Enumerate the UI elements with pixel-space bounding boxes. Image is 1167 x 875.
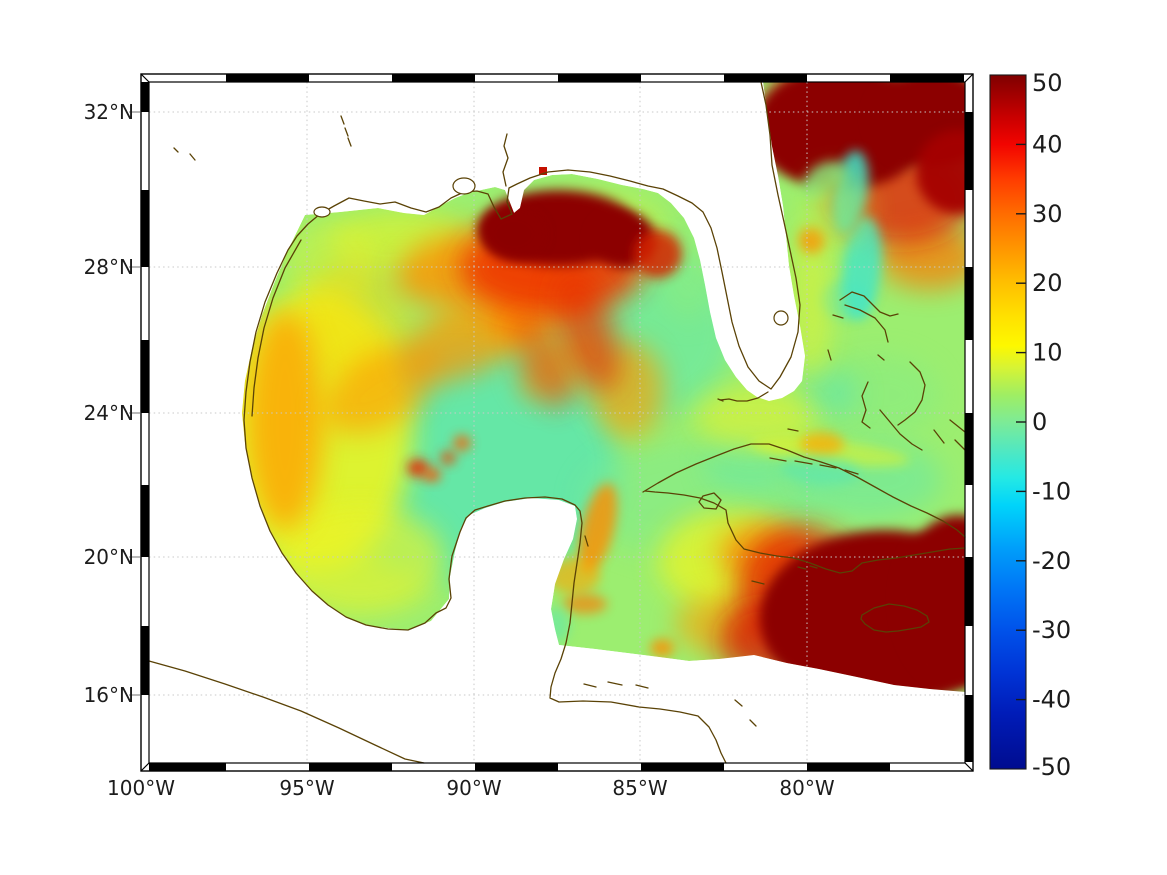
map-frame <box>129 73 974 772</box>
lake-outline <box>452 177 476 195</box>
heat-blob <box>556 272 620 392</box>
coastal-hot-pixel <box>539 167 547 175</box>
coastline-cuba-north-cays <box>769 457 859 475</box>
x-tick-label: 90°W <box>446 776 501 800</box>
frame-corner-miter <box>140 762 150 772</box>
heat-blob <box>898 515 965 685</box>
heat-blob <box>482 208 546 260</box>
frame-corner-miter <box>964 73 974 83</box>
colorbar-tick-label: -40 <box>1032 686 1071 714</box>
heat-blob <box>453 435 471 451</box>
frame-segment <box>641 763 724 771</box>
heat-blob <box>800 432 844 456</box>
coastline-isla-de-la-juventud <box>698 492 722 510</box>
frame-inner-border <box>148 81 966 764</box>
heat-blob <box>820 355 940 435</box>
heat-blob <box>440 451 456 465</box>
y-tick-label: 16°N <box>84 683 134 707</box>
y-tick-label: 20°N <box>84 545 134 569</box>
frame-segment <box>141 485 149 557</box>
colorbar-tick-label: -20 <box>1032 547 1071 575</box>
heat-blob <box>423 468 441 482</box>
frame-segment <box>226 74 309 82</box>
heatmap-extra-layer <box>539 167 547 175</box>
heat-blob <box>507 600 529 616</box>
frame-segment <box>141 626 149 695</box>
frame-segment <box>309 763 392 771</box>
colorbar-tick-label: -30 <box>1032 616 1071 644</box>
coastline-cayman-islands <box>751 565 818 585</box>
frame-corner-miter <box>140 73 150 83</box>
coastline-bahamas <box>787 291 966 451</box>
frame-segment <box>558 74 641 82</box>
y-tick-label: 28°N <box>84 255 134 279</box>
frame-segment <box>149 763 226 771</box>
frame-segment <box>965 112 973 190</box>
frame-segment <box>807 763 890 771</box>
colorbar: 50 40 30 20 10 0 -10 -20 -30 -40 -50 <box>989 69 1071 781</box>
heat-blob <box>275 505 445 615</box>
colorbar-tick-label: 30 <box>1032 200 1063 228</box>
coastline-mainland-gulf-coast <box>243 81 801 764</box>
axis-labels: 100°W 95°W 90°W 85°W 80°W 32°N 28°N 24°N 20°N 16°… <box>84 100 835 800</box>
coastline-pacific-coast-mexico <box>148 660 425 764</box>
colorbar-tick-label: 0 <box>1032 408 1047 436</box>
lake-outline <box>773 310 789 326</box>
x-tick-label: 100°W <box>107 776 175 800</box>
coastline-texas-barrier-islands <box>251 239 302 417</box>
frame-segment <box>890 74 964 82</box>
y-tick-label: 32°N <box>84 100 134 124</box>
x-tick-label: 85°W <box>612 776 667 800</box>
heatmap-field <box>242 82 965 692</box>
heat-blob <box>578 483 618 573</box>
coastline-mississippi-river <box>502 133 509 187</box>
frame-segment <box>141 82 149 112</box>
colorbar-tick-label: -10 <box>1032 477 1071 505</box>
colorbar-tick-label: 50 <box>1032 69 1063 97</box>
y-tick-label: 24°N <box>84 401 134 425</box>
frame-segment <box>965 557 973 626</box>
lake-outline <box>313 206 331 218</box>
heat-blob <box>514 314 572 410</box>
frame-outer-border <box>140 73 974 772</box>
frame-segment <box>965 695 973 762</box>
heat-blob <box>650 639 674 657</box>
heat-blob <box>407 459 429 477</box>
coastline-bay-islands-honduras <box>583 681 649 689</box>
colorbar-tick-label: -50 <box>1032 753 1071 781</box>
x-tick-label: 95°W <box>279 776 334 800</box>
frame-segment <box>141 190 149 267</box>
colorbar-tick-label: 40 <box>1032 130 1063 158</box>
coastline-jamaica <box>860 603 930 633</box>
coastline-layer <box>148 81 966 764</box>
heat-blob <box>563 594 607 614</box>
coastline-cuba <box>642 443 966 574</box>
heat-blob <box>916 130 965 214</box>
heatmap-layer <box>242 82 965 692</box>
frame-corner-miter <box>964 762 974 772</box>
x-tick-label: 80°W <box>779 776 834 800</box>
colorbar-tick-label: 20 <box>1032 269 1063 297</box>
heat-blob <box>792 218 832 378</box>
heat-blob <box>842 216 882 320</box>
frame-segment <box>392 74 475 82</box>
heat-blob <box>634 230 682 278</box>
frame-segment <box>724 74 807 82</box>
heat-blob <box>802 170 870 246</box>
coastline-florida-keys <box>719 391 769 402</box>
frame-segment <box>141 340 149 413</box>
heat-blob <box>247 310 323 530</box>
graticule-layer <box>149 82 965 763</box>
frame-segment <box>965 267 973 340</box>
heat-blob <box>695 386 819 450</box>
frame-segment <box>475 763 558 771</box>
heat-blob <box>542 607 570 643</box>
coastline-small-islands <box>173 115 757 727</box>
colorbar-tick-label: 10 <box>1032 339 1063 367</box>
frame-segment <box>965 413 973 485</box>
